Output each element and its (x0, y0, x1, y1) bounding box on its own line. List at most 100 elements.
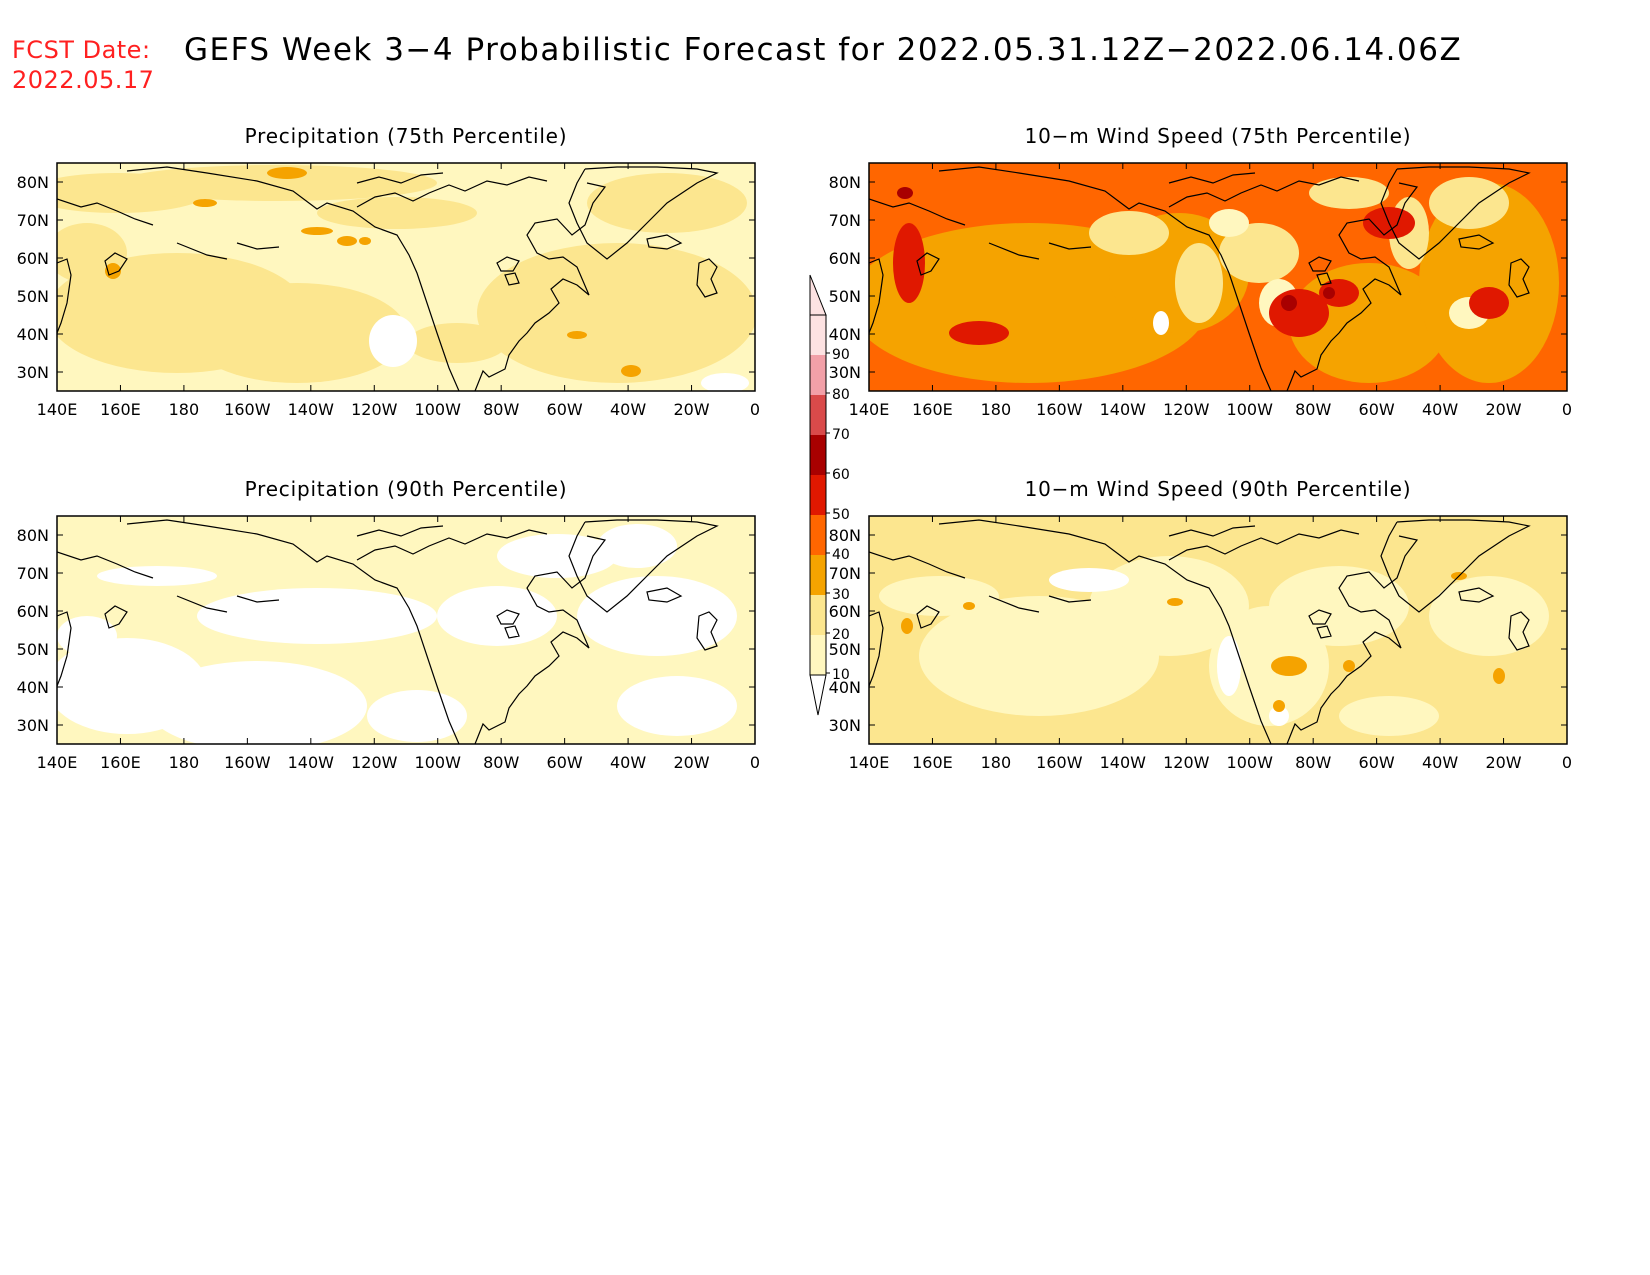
colorbar-segment (810, 395, 826, 435)
contour-region (901, 618, 913, 634)
lat-label: 40N (17, 325, 49, 344)
contour-region (1089, 556, 1249, 656)
coastline-segment (1168, 529, 1360, 561)
contour-region (897, 187, 913, 199)
lat-label: 30N (17, 363, 49, 382)
coastline-segment (57, 258, 72, 334)
contour-region (187, 283, 407, 383)
coastline-segment (1286, 535, 1419, 744)
contour-region (1343, 660, 1355, 672)
lon-label: 160E (912, 400, 953, 419)
contour-region (1429, 177, 1509, 229)
coastline-segment (646, 587, 683, 603)
lon-label: 100W (1227, 400, 1274, 419)
lon-label: 180 (169, 400, 200, 419)
colorbar-label: 50 (832, 507, 850, 523)
lon-label: 20W (1485, 753, 1521, 772)
contour-region (1323, 287, 1335, 299)
contour-region (949, 321, 1009, 345)
contour-region (193, 199, 217, 207)
coastline-segment (1458, 234, 1495, 250)
panel-title: Precipitation (75th Percentile) (245, 124, 568, 148)
contour-region (1219, 223, 1299, 283)
contour-region (1469, 287, 1509, 319)
lat-label: 80N (17, 526, 49, 545)
coastline-segment (504, 625, 520, 639)
coastline-segment (1316, 272, 1332, 286)
lat-label: 60N (17, 602, 49, 621)
lon-label: 0 (750, 400, 760, 419)
coastline-segment (57, 198, 154, 226)
contour-region (1493, 668, 1505, 684)
panel-title: 10−m Wind Speed (75th Percentile) (1025, 124, 1412, 148)
coastline-segment (1380, 166, 1531, 260)
contour-region (367, 690, 467, 742)
lon-label: 80W (1295, 400, 1331, 419)
coastline-segment (1316, 625, 1332, 639)
lon-label: 20W (673, 400, 709, 419)
contour-region (477, 243, 755, 383)
contour-region (1281, 295, 1297, 311)
coastline (869, 166, 1531, 391)
colorbar-label: 80 (832, 387, 850, 403)
lon-label: 60W (1359, 753, 1395, 772)
contour-region (893, 223, 925, 303)
colorbar-top-triangle (809, 274, 827, 316)
colorbar-outline (809, 314, 827, 676)
contour-region (1049, 568, 1129, 592)
coastline (57, 166, 719, 391)
contour-region (267, 167, 307, 179)
coastline-segment (236, 242, 280, 250)
contour-region (1167, 598, 1183, 606)
contour-region (1273, 700, 1285, 712)
lon-label: 60W (1359, 400, 1395, 419)
lon-label: 80W (483, 400, 519, 419)
coastline-segment (646, 234, 683, 250)
coastline-segment (869, 611, 884, 687)
contour-region (97, 566, 217, 586)
coastline-segment (176, 242, 228, 260)
panel-title: 10−m Wind Speed (90th Percentile) (1025, 477, 1412, 501)
coastline-segment (988, 242, 1040, 260)
field-shading (57, 163, 755, 391)
map-frame (56, 162, 756, 392)
coastline-segment (1458, 587, 1495, 603)
page-title: GEFS Week 3−4 Probabilistic Forecast for… (184, 32, 1463, 68)
coastline-segment (57, 611, 72, 687)
lon-label: 120W (1163, 753, 1210, 772)
contour-region (369, 315, 417, 367)
coastline-segment (1168, 525, 1256, 537)
lon-label: 140W (288, 753, 335, 772)
coastline-segment (938, 166, 1272, 391)
colorbar-label: 40 (832, 547, 850, 563)
contour-region (147, 661, 367, 744)
lon-label: 40W (1422, 400, 1458, 419)
coastline-segment (869, 551, 966, 579)
lon-label: 120W (1163, 400, 1210, 419)
contour-region (1269, 706, 1289, 726)
coastline-segment (474, 182, 607, 391)
coastline-segment (356, 525, 444, 537)
lon-label: 160E (100, 400, 141, 419)
coastline-segment (104, 605, 128, 629)
coastline-segment (176, 595, 228, 613)
fcst-date-value: 2022.05.17 (12, 66, 155, 94)
lon-label: 180 (981, 400, 1012, 419)
lat-label: 80N (17, 173, 49, 192)
map-frame (868, 162, 1568, 392)
lat-label: 50N (829, 640, 861, 659)
lat-label: 70N (17, 564, 49, 583)
contour-region (963, 602, 975, 610)
coastline-segment (1380, 519, 1531, 613)
lon-label: 80W (1295, 753, 1331, 772)
contour-region (197, 588, 437, 644)
lon-label: 140E (849, 753, 890, 772)
contour-region (1429, 576, 1549, 656)
contour-region (597, 524, 677, 568)
contour-region (1269, 566, 1409, 646)
lon-label: 140W (1100, 400, 1147, 419)
lat-label: 80N (829, 526, 861, 545)
contour-region (617, 676, 737, 736)
coastline-segment (568, 519, 719, 613)
lat-label: 60N (829, 602, 861, 621)
